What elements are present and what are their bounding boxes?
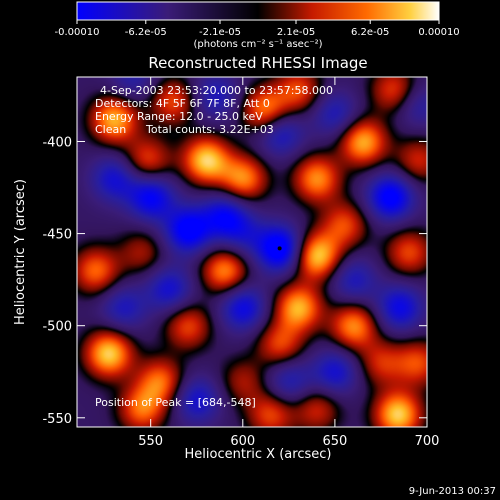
y-tick-label: -450	[42, 228, 72, 243]
chart-title: Reconstructed RHESSI Image	[148, 54, 367, 72]
annotation-total-counts: Total counts: 3.22E+03	[145, 123, 274, 136]
annotation-time-range: 4-Sep-2003 23:53:20.000 to 23:57:58.000	[100, 84, 333, 97]
colorbar-gradient	[76, 1, 440, 21]
annotation-peak-position: Position of Peak = [684,-548]	[95, 396, 256, 409]
x-tick-label: 700	[415, 434, 440, 449]
y-axis-label: Heliocentric Y (arcsec)	[13, 179, 28, 325]
minimum-dot	[277, 246, 282, 251]
x-tick-label: 650	[322, 434, 347, 449]
colorbar-tick-label: -6.2e-05	[125, 27, 167, 38]
colorbar-units: (photons cm⁻² s⁻¹ asec⁻²)	[193, 39, 322, 50]
annotation-energy-range: Energy Range: 12.0 - 25.0 keV	[95, 110, 263, 123]
timestamp: 9-Jun-2013 00:37	[409, 486, 496, 497]
annotations: 4-Sep-2003 23:53:20.000 to 23:57:58.000 …	[95, 84, 333, 409]
x-tick-label: 600	[230, 434, 255, 449]
colorbar: -0.00010 -6.2e-05 -2.1e-05 2.1e-05 6.2e-05 0.…	[55, 1, 460, 50]
colorbar-ticks: -0.00010 -6.2e-05 -2.1e-05 2.1e-05 6.2e-05 0.…	[55, 20, 460, 38]
y-tick-label: -400	[42, 135, 72, 150]
peak-marker	[277, 246, 282, 251]
colorbar-tick-label: 2.1e-05	[277, 27, 315, 38]
y-tick-label: -550	[42, 412, 72, 427]
heatmap-image	[77, 77, 427, 427]
axis-ticks: 550 600 650 700 -550 -500 -450 -400	[42, 77, 439, 449]
plot-frame	[76, 76, 428, 428]
colorbar-tick-label: 0.00010	[418, 27, 459, 38]
colorbar-tick-label: 6.2e-05	[351, 27, 389, 38]
colorbar-tick-label: -0.00010	[55, 27, 100, 38]
y-tick-label: -500	[42, 320, 72, 335]
colorbar-tick-label: -2.1e-05	[199, 27, 241, 38]
x-tick-label: 550	[138, 434, 163, 449]
x-axis-label: Heliocentric X (arcsec)	[185, 447, 332, 462]
annotation-clean: Clean	[95, 123, 126, 136]
image-area: 550 600 650 700 -550 -500 -450 -400	[42, 76, 439, 449]
annotation-detectors: Detectors: 4F 5F 6F 7F 8F, Att 0	[95, 97, 270, 110]
